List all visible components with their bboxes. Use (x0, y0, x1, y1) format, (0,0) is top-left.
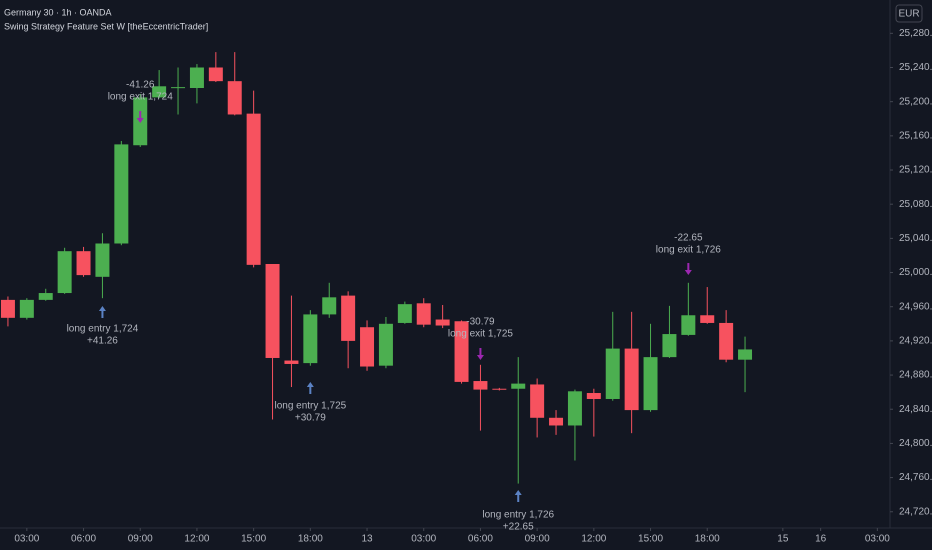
entry-arrow (514, 490, 522, 502)
entry-arrow (306, 382, 314, 394)
candle-body (397, 304, 412, 323)
candle-body (208, 67, 223, 82)
currency-button[interactable] (895, 4, 923, 23)
candle-body (454, 321, 469, 382)
trade-label: long exit 1,724 (108, 92, 173, 103)
x-tick-label: 09:00 (525, 534, 550, 545)
exit-arrow (476, 348, 484, 360)
candle-body (530, 384, 545, 418)
y-tick-label: 25,040.0 (899, 233, 932, 244)
candle-body (246, 113, 261, 265)
x-tick-label: 18:00 (298, 534, 323, 545)
y-tick-label: 24,840.0 (899, 404, 932, 415)
candle-body (416, 303, 431, 325)
y-tick-label: 24,800.0 (899, 438, 932, 449)
x-tick-label: 03:00 (411, 534, 436, 545)
trade-label: -41.26 (126, 80, 155, 91)
x-tick-label: 03:00 (865, 534, 890, 545)
exit-arrow (684, 263, 692, 275)
y-tick-label: 25,160.0 (899, 130, 932, 141)
candle-body (586, 393, 601, 399)
x-tick-label: 16 (815, 534, 827, 545)
y-tick-label: 24,720.0 (899, 506, 932, 517)
x-tick-label: 12:00 (184, 534, 209, 545)
y-tick-label: 24,880.0 (899, 370, 932, 381)
currency-label[interactable]: EUR (898, 9, 919, 20)
candle-body (114, 144, 129, 244)
candle-body (152, 86, 167, 98)
y-tick-label: 25,120.0 (899, 165, 932, 176)
candle-body (549, 417, 564, 426)
y-tick-label: 25,240.0 (899, 62, 932, 73)
candle-body (57, 251, 72, 294)
candle-body (567, 391, 582, 426)
candle-body (719, 322, 734, 360)
candle-body (95, 243, 110, 277)
y-tick-label: 24,920.0 (899, 336, 932, 347)
x-tick-label: 15 (777, 534, 789, 545)
candle-body (473, 381, 488, 390)
candle-body (624, 348, 639, 411)
trade-label: long entry 1,726 (482, 510, 554, 521)
candle-body (322, 297, 337, 315)
y-tick-label: 24,760.0 (899, 472, 932, 483)
trade-label: long exit 1,725 (448, 329, 513, 340)
candle-body (171, 87, 186, 89)
candle-body (0, 299, 15, 318)
y-tick-label: 25,080.0 (899, 199, 932, 210)
candle-body (189, 67, 204, 88)
candle-body (303, 314, 318, 364)
chart-title: Germany 30 · 1h · OANDA (4, 7, 112, 17)
x-tick-label: 12:00 (581, 534, 606, 545)
trade-label: +30.79 (295, 413, 326, 424)
trade-label: -30.79 (466, 317, 495, 328)
candle-body (265, 264, 280, 358)
candle-body (511, 383, 526, 389)
x-tick-label: 06:00 (71, 534, 96, 545)
candle-body (378, 323, 393, 366)
candle-body (76, 251, 91, 276)
candle-body (38, 293, 53, 300)
indicator-name: Swing Strategy Feature Set W [theEccentr… (4, 21, 208, 31)
x-tick-label: 15:00 (241, 534, 266, 545)
trade-label: long exit 1,726 (656, 245, 721, 256)
y-tick-label: 25,280.0 (899, 28, 932, 39)
trade-label: +22.65 (503, 522, 534, 533)
x-tick-label: 09:00 (128, 534, 153, 545)
candle-body (700, 315, 715, 323)
trade-label: long entry 1,724 (67, 324, 139, 335)
x-tick-label: 15:00 (638, 534, 663, 545)
candle-body (492, 388, 507, 390)
x-tick-label: 13 (361, 534, 373, 545)
x-tick-label: 03:00 (14, 534, 39, 545)
trade-label: -22.65 (674, 233, 703, 244)
candle-body (435, 319, 450, 326)
y-tick-label: 24,960.0 (899, 301, 932, 312)
candle-body (227, 81, 242, 115)
y-tick-label: 25,000.0 (899, 267, 932, 278)
exit-arrow (136, 111, 144, 123)
candle-body (681, 315, 696, 335)
candle-body (284, 360, 299, 364)
candle-body (738, 349, 753, 360)
candle-body (662, 334, 677, 358)
entry-arrow (98, 306, 106, 318)
candle-body (341, 295, 356, 341)
candle-body (605, 348, 620, 399)
trade-label: +41.26 (87, 336, 118, 347)
candle-body (360, 327, 375, 367)
y-tick-label: 25,200.0 (899, 96, 932, 107)
x-tick-label: 06:00 (468, 534, 493, 545)
trade-label: long entry 1,725 (274, 401, 346, 412)
candle-body (643, 357, 658, 411)
x-tick-label: 18:00 (695, 534, 720, 545)
candle-body (19, 299, 34, 318)
